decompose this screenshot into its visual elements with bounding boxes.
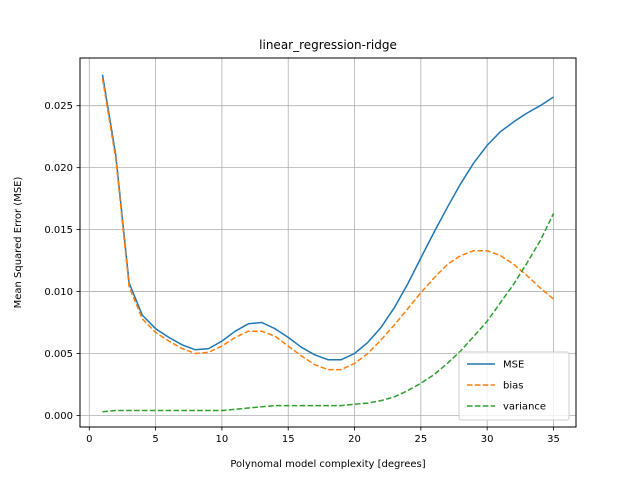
x-tick-label: 15	[282, 434, 295, 445]
x-tick-label: 25	[414, 434, 427, 445]
series-layer	[101, 74, 555, 413]
y-tick-label: 0.015	[44, 225, 73, 236]
y-tick-label: 0.000	[44, 411, 73, 422]
series-line-MSE	[101, 74, 554, 361]
legend-label-variance: variance	[503, 402, 546, 413]
y-tick-label: 0.010	[44, 287, 73, 298]
legend-box	[458, 351, 570, 421]
x-tick-label: 20	[348, 434, 361, 445]
series-line-variance	[102, 213, 555, 413]
x-tick-label: 5	[152, 434, 158, 445]
y-axis: 0.000 0.005 0.010 0.015 0.020 0.025	[44, 101, 80, 422]
y-tick-label: 0.020	[44, 163, 73, 174]
y-axis-label: Mean Squared Error (MSE)	[13, 177, 24, 309]
y-tick-label: 0.005	[44, 349, 73, 360]
chart-title: linear_regression-ridge	[259, 38, 397, 52]
x-tick-label: 10	[216, 434, 229, 445]
x-tick-label: 0	[86, 434, 92, 445]
legend: MSE bias variance	[458, 351, 570, 421]
x-tick-label: 35	[547, 434, 560, 445]
plot-frame	[79, 57, 577, 428]
x-axis: 0 5 10 15 20 25 30 35	[86, 427, 560, 445]
legend-label-MSE: MSE	[503, 360, 524, 371]
x-axis-label: Polynomal model complexity [degrees]	[230, 459, 425, 470]
y-tick-label: 0.025	[44, 101, 73, 112]
x-tick-label: 30	[481, 434, 494, 445]
series-line-bias	[101, 78, 554, 371]
legend-label-bias: bias	[503, 381, 523, 392]
